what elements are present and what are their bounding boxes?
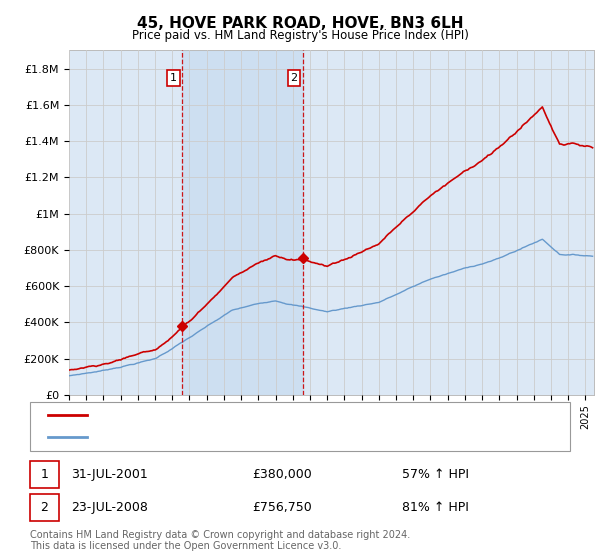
Text: 2: 2 <box>290 73 298 83</box>
Text: HPI: Average price, detached house, Brighton and Hove: HPI: Average price, detached house, Brig… <box>93 432 404 442</box>
Text: 57% ↑ HPI: 57% ↑ HPI <box>402 468 469 481</box>
Text: 45, HOVE PARK ROAD, HOVE, BN3 6LH: 45, HOVE PARK ROAD, HOVE, BN3 6LH <box>137 16 463 31</box>
Text: 45, HOVE PARK ROAD, HOVE, BN3 6LH (detached house): 45, HOVE PARK ROAD, HOVE, BN3 6LH (detac… <box>93 410 409 421</box>
Text: £756,750: £756,750 <box>252 501 312 515</box>
Text: Contains HM Land Registry data © Crown copyright and database right 2024.
This d: Contains HM Land Registry data © Crown c… <box>30 530 410 552</box>
Text: 1: 1 <box>40 468 49 481</box>
Text: 1: 1 <box>170 73 177 83</box>
Text: 31-JUL-2001: 31-JUL-2001 <box>71 468 148 481</box>
Text: 2: 2 <box>40 501 49 515</box>
Text: Price paid vs. HM Land Registry's House Price Index (HPI): Price paid vs. HM Land Registry's House … <box>131 29 469 42</box>
Text: 81% ↑ HPI: 81% ↑ HPI <box>402 501 469 515</box>
Text: £380,000: £380,000 <box>252 468 312 481</box>
Bar <box>182 50 303 395</box>
Text: 23-JUL-2008: 23-JUL-2008 <box>71 501 148 515</box>
